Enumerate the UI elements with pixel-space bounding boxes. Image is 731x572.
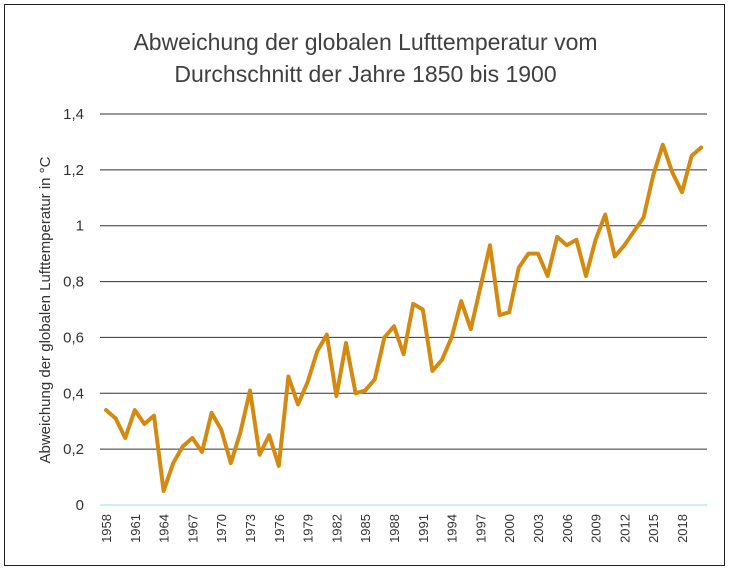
- y-tick-label: 0,4: [63, 385, 84, 402]
- y-tick-labels: 0 0,2 0,4 0,6 0,8 1 1,2 1,4: [63, 106, 84, 514]
- x-tick-label: 1997: [473, 514, 488, 543]
- x-tick-label: 1991: [416, 514, 431, 543]
- x-tick-label: 1988: [387, 514, 402, 543]
- y-tick-label: 1: [76, 218, 84, 235]
- y-axis-label: Abweichung der globalen Lufttemperatur i…: [37, 156, 54, 463]
- x-tick-label: 1982: [329, 514, 344, 543]
- y-tick-label: 0,6: [63, 329, 84, 346]
- x-tick-label: 1985: [358, 514, 373, 543]
- x-tick-label: 2003: [531, 514, 546, 543]
- series-line-0: [104, 142, 704, 494]
- x-tick-label: 1967: [185, 514, 200, 543]
- x-tick-label: 2015: [646, 514, 661, 543]
- y-tick-label: 0,2: [63, 441, 84, 458]
- y-tick-label: 1,2: [63, 162, 84, 179]
- chart-title-line2: Durchschnitt der Jahre 1850 bis 1900: [174, 61, 557, 87]
- x-tick-label: 2000: [502, 514, 517, 543]
- y-tick-label: 0,8: [63, 274, 84, 291]
- x-tick-labels: 1958 1961 1964 1967 1970 1973 1976 1979 1982 1985…: [99, 514, 690, 543]
- x-tick-label: 1970: [214, 514, 229, 543]
- y-tick-label: 1,4: [63, 106, 84, 123]
- chart-frame: [4, 4, 725, 566]
- grid-lines: [100, 113, 707, 506]
- x-tick-label: 1979: [301, 514, 316, 543]
- x-tick-label: 1994: [445, 514, 460, 543]
- chart-title-line1: Abweichung der globalen Lufttemperatur v…: [133, 29, 598, 55]
- y-tick-label: 0: [76, 497, 84, 514]
- x-tick-label: 1961: [128, 514, 143, 543]
- x-tick-label: 1958: [99, 514, 114, 543]
- x-tick-label: 1973: [243, 514, 258, 543]
- chart-title: Abweichung der globalen Lufttemperatur v…: [0, 26, 731, 90]
- series-lines: [104, 142, 704, 494]
- x-tick-label: 2009: [589, 514, 604, 543]
- x-tick-label: 2012: [617, 514, 632, 543]
- x-tick-label: 1976: [272, 514, 287, 543]
- x-tick-label: 2006: [560, 514, 575, 543]
- x-tick-label: 2018: [675, 514, 690, 543]
- x-tick-label: 1964: [157, 514, 172, 543]
